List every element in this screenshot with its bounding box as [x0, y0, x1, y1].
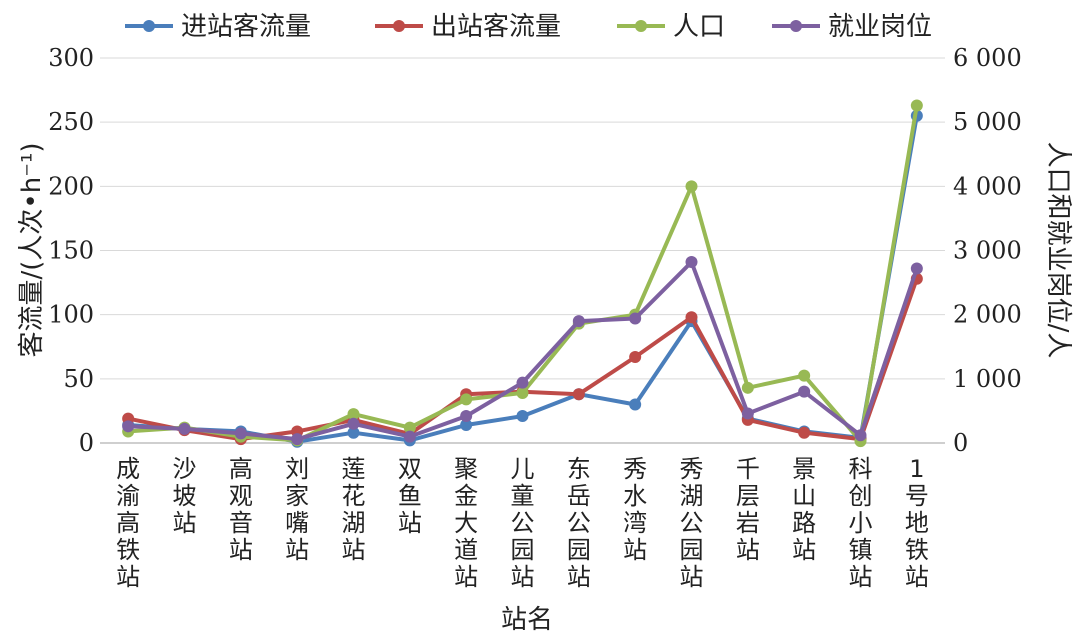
y-right-tick-label: 1 000: [953, 365, 1022, 393]
y-right-tick-label: 4 000: [953, 172, 1022, 200]
data-point: [460, 410, 473, 423]
x-axis-title: 站名: [501, 605, 553, 635]
data-point: [178, 422, 191, 435]
legend-label: 进站客流量: [181, 12, 311, 42]
x-category-label: 景山路站: [792, 455, 816, 564]
y-left-tick-label: 50: [63, 365, 94, 393]
x-category-label: 儿童公园站: [511, 455, 535, 591]
data-point: [685, 180, 698, 193]
y-axis-left-title: 客流量/(人次•h⁻¹): [17, 142, 47, 357]
y-left-tick-label: 250: [48, 108, 94, 136]
legend-item: 出站客流量: [375, 12, 561, 42]
y-right-tick-label: 3 000: [953, 237, 1022, 265]
x-category-label: 沙坡站: [173, 455, 197, 537]
legend: 进站客流量 出站客流量 人口 就业岗位: [125, 12, 932, 42]
x-category-label: 双鱼站: [398, 455, 422, 537]
data-point: [910, 99, 923, 112]
data-point: [572, 315, 585, 328]
data-point: [572, 388, 585, 401]
data-point: [516, 376, 529, 389]
data-point: [910, 262, 923, 275]
series-4: [122, 256, 923, 446]
legend-label: 就业岗位: [828, 12, 932, 42]
data-point: [685, 311, 698, 324]
data-point: [403, 421, 416, 434]
x-category-label: 秀水湾站: [623, 455, 647, 564]
legend-swatch-marker: [790, 20, 802, 32]
x-category-label: 聚金大道站: [454, 455, 478, 591]
y-right-tick-label: 2 000: [953, 301, 1022, 329]
axes: 0 0 50 1 000 100 2 000 150 3 000 200 4 000 250 5 00…: [48, 44, 1022, 591]
legend-swatch-marker: [635, 20, 647, 32]
data-point: [798, 426, 811, 439]
data-point: [854, 429, 867, 442]
series-layer: [122, 99, 923, 448]
data-point: [347, 417, 360, 430]
data-point: [798, 385, 811, 398]
x-category-label: 科创小镇站: [849, 455, 873, 591]
data-point: [629, 398, 642, 411]
data-point: [460, 393, 473, 406]
y-left-tick-label: 100: [48, 301, 94, 329]
legend-item: 人口: [617, 12, 725, 42]
y-axis-right-title: 人口和就业岗位/人: [1043, 142, 1073, 359]
x-category-label: 成渝高铁站: [116, 455, 140, 591]
data-point: [798, 369, 811, 382]
legend-swatch-marker: [393, 20, 405, 32]
y-left-tick-label: 300: [48, 44, 94, 72]
x-category-label: 刘家嘴站: [285, 455, 309, 564]
data-point: [347, 426, 360, 439]
x-category-label: 千层岩站: [736, 455, 760, 564]
y-right-tick-label: 0: [953, 429, 968, 457]
x-category-label: 秀湖公园站: [680, 455, 704, 591]
legend-item: 进站客流量: [125, 12, 311, 42]
y-left-tick-label: 200: [48, 172, 94, 200]
data-point: [122, 420, 135, 433]
legend-label: 出站客流量: [431, 12, 561, 42]
data-point: [629, 351, 642, 364]
y-left-tick-label: 0: [79, 429, 94, 457]
y-left-tick-label: 150: [48, 237, 94, 265]
legend-item: 就业岗位: [772, 12, 932, 42]
grid-lines: [100, 57, 945, 380]
x-category-label: 1 号地铁站: [905, 455, 929, 591]
y-right-tick-label: 6 000: [953, 44, 1022, 72]
x-category-label: 高观音站: [229, 455, 253, 564]
data-point: [516, 410, 529, 423]
data-point: [741, 381, 754, 394]
data-point: [234, 427, 247, 440]
data-point: [741, 407, 754, 420]
x-category-label: 莲花湖站: [342, 455, 366, 564]
legend-swatch-marker: [143, 20, 155, 32]
x-category-label: 东岳公园站: [567, 455, 591, 591]
data-point: [460, 419, 473, 432]
y-right-tick-label: 5 000: [953, 108, 1022, 136]
data-point: [347, 408, 360, 421]
legend-label: 人口: [673, 12, 725, 42]
data-point: [685, 256, 698, 269]
data-point: [629, 312, 642, 325]
data-point: [516, 386, 529, 399]
data-point: [403, 430, 416, 443]
data-point: [291, 433, 304, 446]
